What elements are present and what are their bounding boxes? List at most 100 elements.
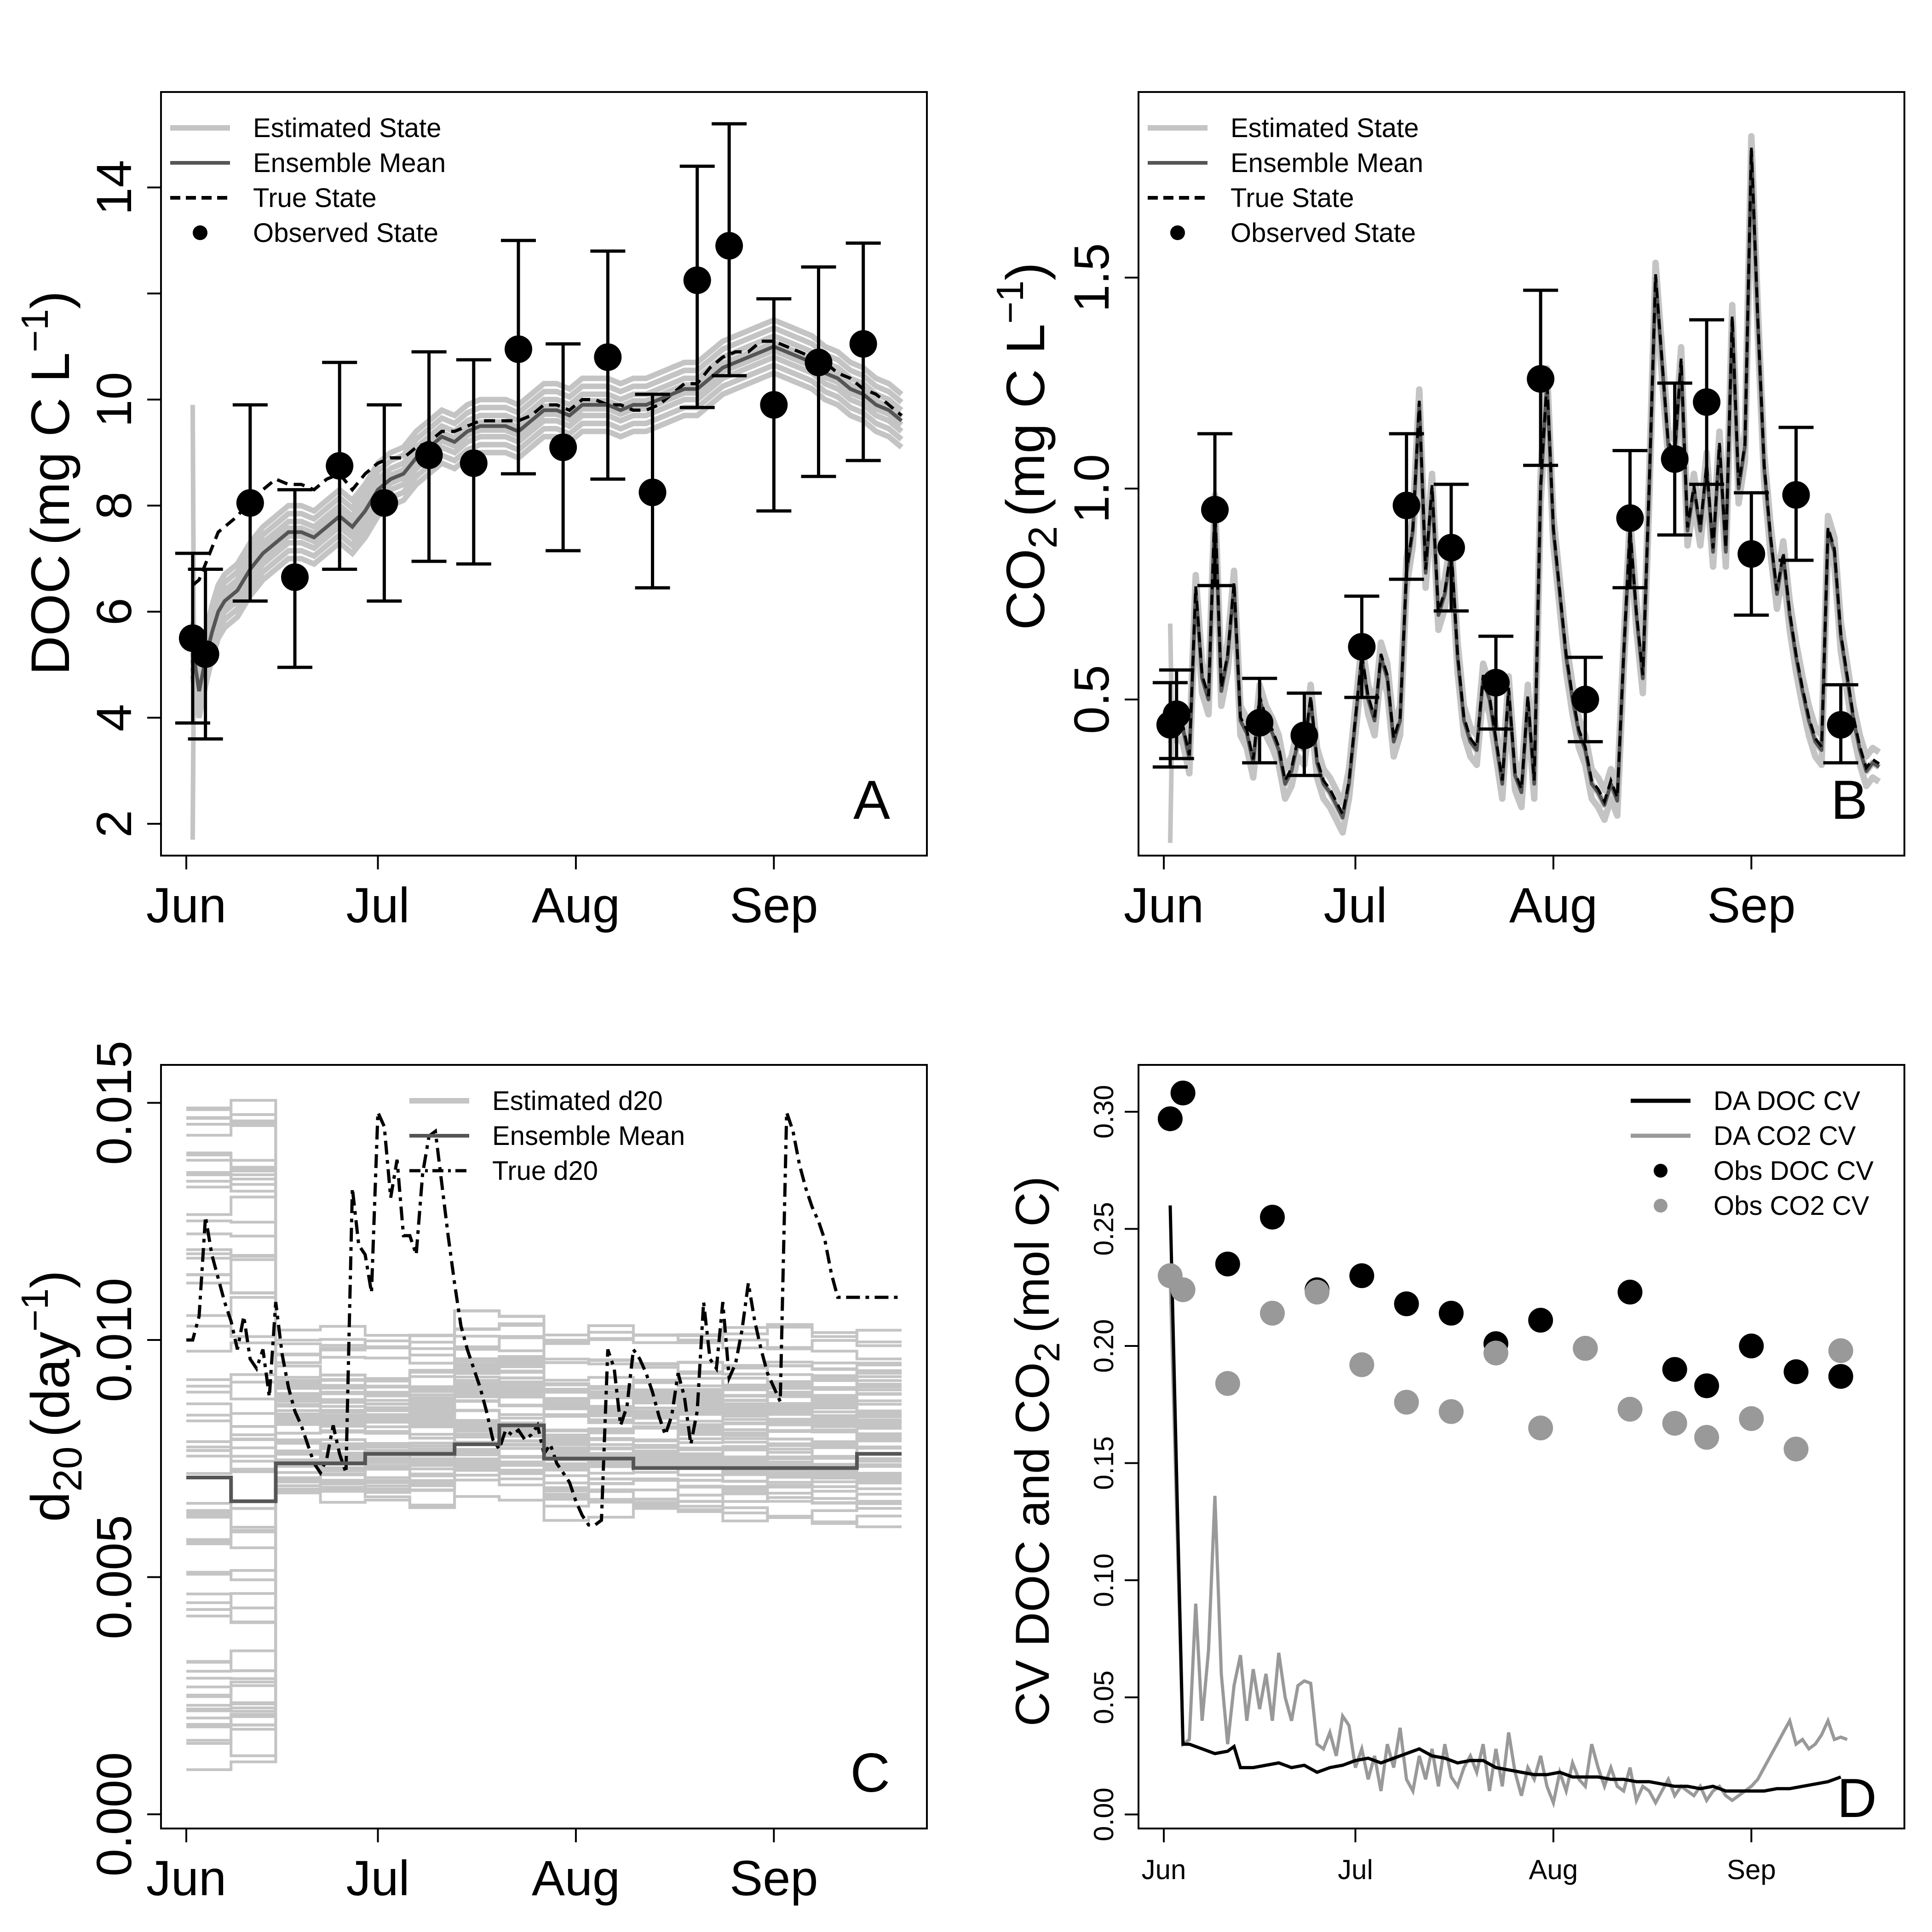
legend-label: Observed State: [1230, 218, 1416, 248]
y-tick-label: 0.015: [86, 1041, 142, 1165]
obs-doc-cv-point: [1528, 1308, 1553, 1333]
plot-area: [1157, 1081, 1853, 1809]
estimated-state-line: [190, 362, 903, 711]
y-axis-label-close: ): [20, 1270, 81, 1288]
obs-doc-cv-point: [1260, 1204, 1285, 1230]
observed-point: [594, 343, 622, 371]
panel-d: Jun Jul Aug Sep 0.00 0.05 0.10 0.15 0.20 0.25 0.30…: [1006, 1064, 1905, 1885]
obs-co2-cv-point: [1573, 1336, 1598, 1361]
panel-label: A: [853, 769, 890, 831]
y-tick-label: 0.15: [1088, 1436, 1119, 1490]
legend-label: Observed State: [253, 218, 438, 248]
da-co2-cv-line: [1168, 1276, 1848, 1809]
legend-label: DA CO2 CV: [1714, 1121, 1856, 1151]
x-tick-label: Jul: [1338, 1854, 1373, 1885]
obs-co2-cv-point: [1438, 1399, 1464, 1424]
obs-co2-cv-point: [1260, 1300, 1285, 1326]
y-axis-label-sub: 20: [45, 1446, 90, 1491]
panel-a: Jun Jul Aug Sep 2 4 6 8 10 14 DOC (mg C L−1) Estimat…: [13, 91, 928, 933]
y-tick-label: 0.05: [1088, 1670, 1119, 1724]
legend-swatch: [1654, 1199, 1668, 1213]
observed-point: [1571, 685, 1599, 713]
y-tick-label: 6: [86, 598, 142, 626]
obs-co2-cv-point: [1783, 1437, 1809, 1462]
x-tick-label: Sep: [1727, 1854, 1776, 1885]
estimated-state-line: [190, 317, 903, 666]
y-tick-label: 0.010: [86, 1278, 142, 1402]
obs-co2-cv-point: [1617, 1397, 1643, 1422]
legend-label: True State: [1230, 183, 1354, 213]
y-axis-label-sup: −1: [13, 1288, 56, 1332]
y-axis-label: CV DOC and CO2 (mol C): [1006, 1176, 1067, 1726]
ensemble-mean-line: [190, 344, 903, 692]
x-tick-label: Jun: [146, 1850, 226, 1906]
legend-label: Obs DOC CV: [1714, 1156, 1874, 1186]
y-axis-label-sup: −1: [13, 309, 56, 352]
obs-co2-cv-point: [1215, 1371, 1240, 1396]
x-tick-label: Aug: [1509, 877, 1598, 933]
estimated-state-line: [1167, 148, 1881, 821]
x-tick-label: Sep: [1707, 877, 1795, 933]
obs-co2-cv-point: [1349, 1352, 1374, 1377]
y-axis-label: CO2 (mg C L−1): [989, 262, 1065, 630]
da-doc-cv-line: [1168, 1205, 1841, 1793]
observed-point: [849, 330, 877, 358]
obs-co2-cv-point: [1170, 1277, 1196, 1302]
obs-doc-cv-point: [1617, 1279, 1643, 1305]
y-tick-label: 10: [86, 372, 142, 427]
y-tick-label: 4: [86, 704, 142, 731]
legend-label: DA DOC CV: [1714, 1086, 1860, 1116]
y-tick-label: 0.005: [86, 1515, 142, 1639]
obs-co2-cv-point: [1483, 1340, 1508, 1366]
estimated-d20-line: [186, 1254, 902, 1382]
y-tick-label: 0.20: [1088, 1319, 1119, 1373]
x-tick-label: Jul: [1323, 877, 1387, 933]
y-tick-label: 0.25: [1088, 1202, 1119, 1256]
panel-label: C: [850, 1742, 890, 1804]
obs-co2-cv-point: [1305, 1279, 1330, 1305]
estimated-d20-line: [186, 1472, 902, 1663]
obs-doc-cv-point: [1662, 1357, 1687, 1382]
observed-point: [1827, 711, 1855, 739]
y-axis-label-main: d: [20, 1492, 81, 1522]
estimated-state-line: [190, 354, 903, 702]
y-tick-label: 0.00: [1088, 1788, 1119, 1841]
y-tick-label: 2: [86, 810, 142, 838]
observed-point: [504, 335, 532, 363]
y-tick-label: 0.000: [86, 1752, 142, 1876]
legend-label: True State: [253, 183, 377, 213]
obs-doc-cv-point: [1694, 1373, 1719, 1398]
obs-doc-cv-point: [1349, 1263, 1374, 1288]
obs-co2-cv-point: [1662, 1411, 1687, 1436]
ensemble-mean-line: [186, 1423, 902, 1503]
observed-point: [1437, 534, 1465, 562]
observed-point: [1661, 445, 1689, 473]
legend-label: True d20: [492, 1156, 598, 1186]
y-axis-label-close: ): [20, 291, 81, 309]
obs-co2-cv-point: [1394, 1390, 1419, 1415]
y-axis-label-main: DOC: [20, 554, 81, 675]
x-tick-label: Jul: [346, 877, 409, 933]
x-tick-label: Aug: [532, 877, 620, 933]
y-tick-label: 0.10: [1088, 1553, 1119, 1607]
legend-swatch: [193, 225, 207, 240]
y-tick-label: 0.5: [1064, 665, 1119, 734]
legend-label: Ensemble Mean: [253, 148, 446, 178]
observed-point: [638, 478, 667, 506]
observed-point: [1737, 540, 1765, 568]
panel-label: B: [1831, 769, 1868, 831]
obs-doc-cv-point: [1828, 1364, 1853, 1389]
y-tick-label: 1.0: [1064, 454, 1119, 523]
y-tick-label: 14: [86, 160, 142, 215]
plot-area: [1152, 133, 1881, 843]
observed-point: [715, 232, 743, 260]
plot-frame: [160, 91, 928, 857]
estimated-state-line: [190, 325, 903, 673]
x-tick-label: Jul: [346, 1850, 409, 1906]
estimated-state-line: [190, 339, 903, 688]
observed-point: [1782, 481, 1810, 509]
obs-doc-cv-point: [1783, 1359, 1809, 1385]
observed-point: [326, 452, 354, 480]
estimated-state-line: [190, 370, 903, 719]
